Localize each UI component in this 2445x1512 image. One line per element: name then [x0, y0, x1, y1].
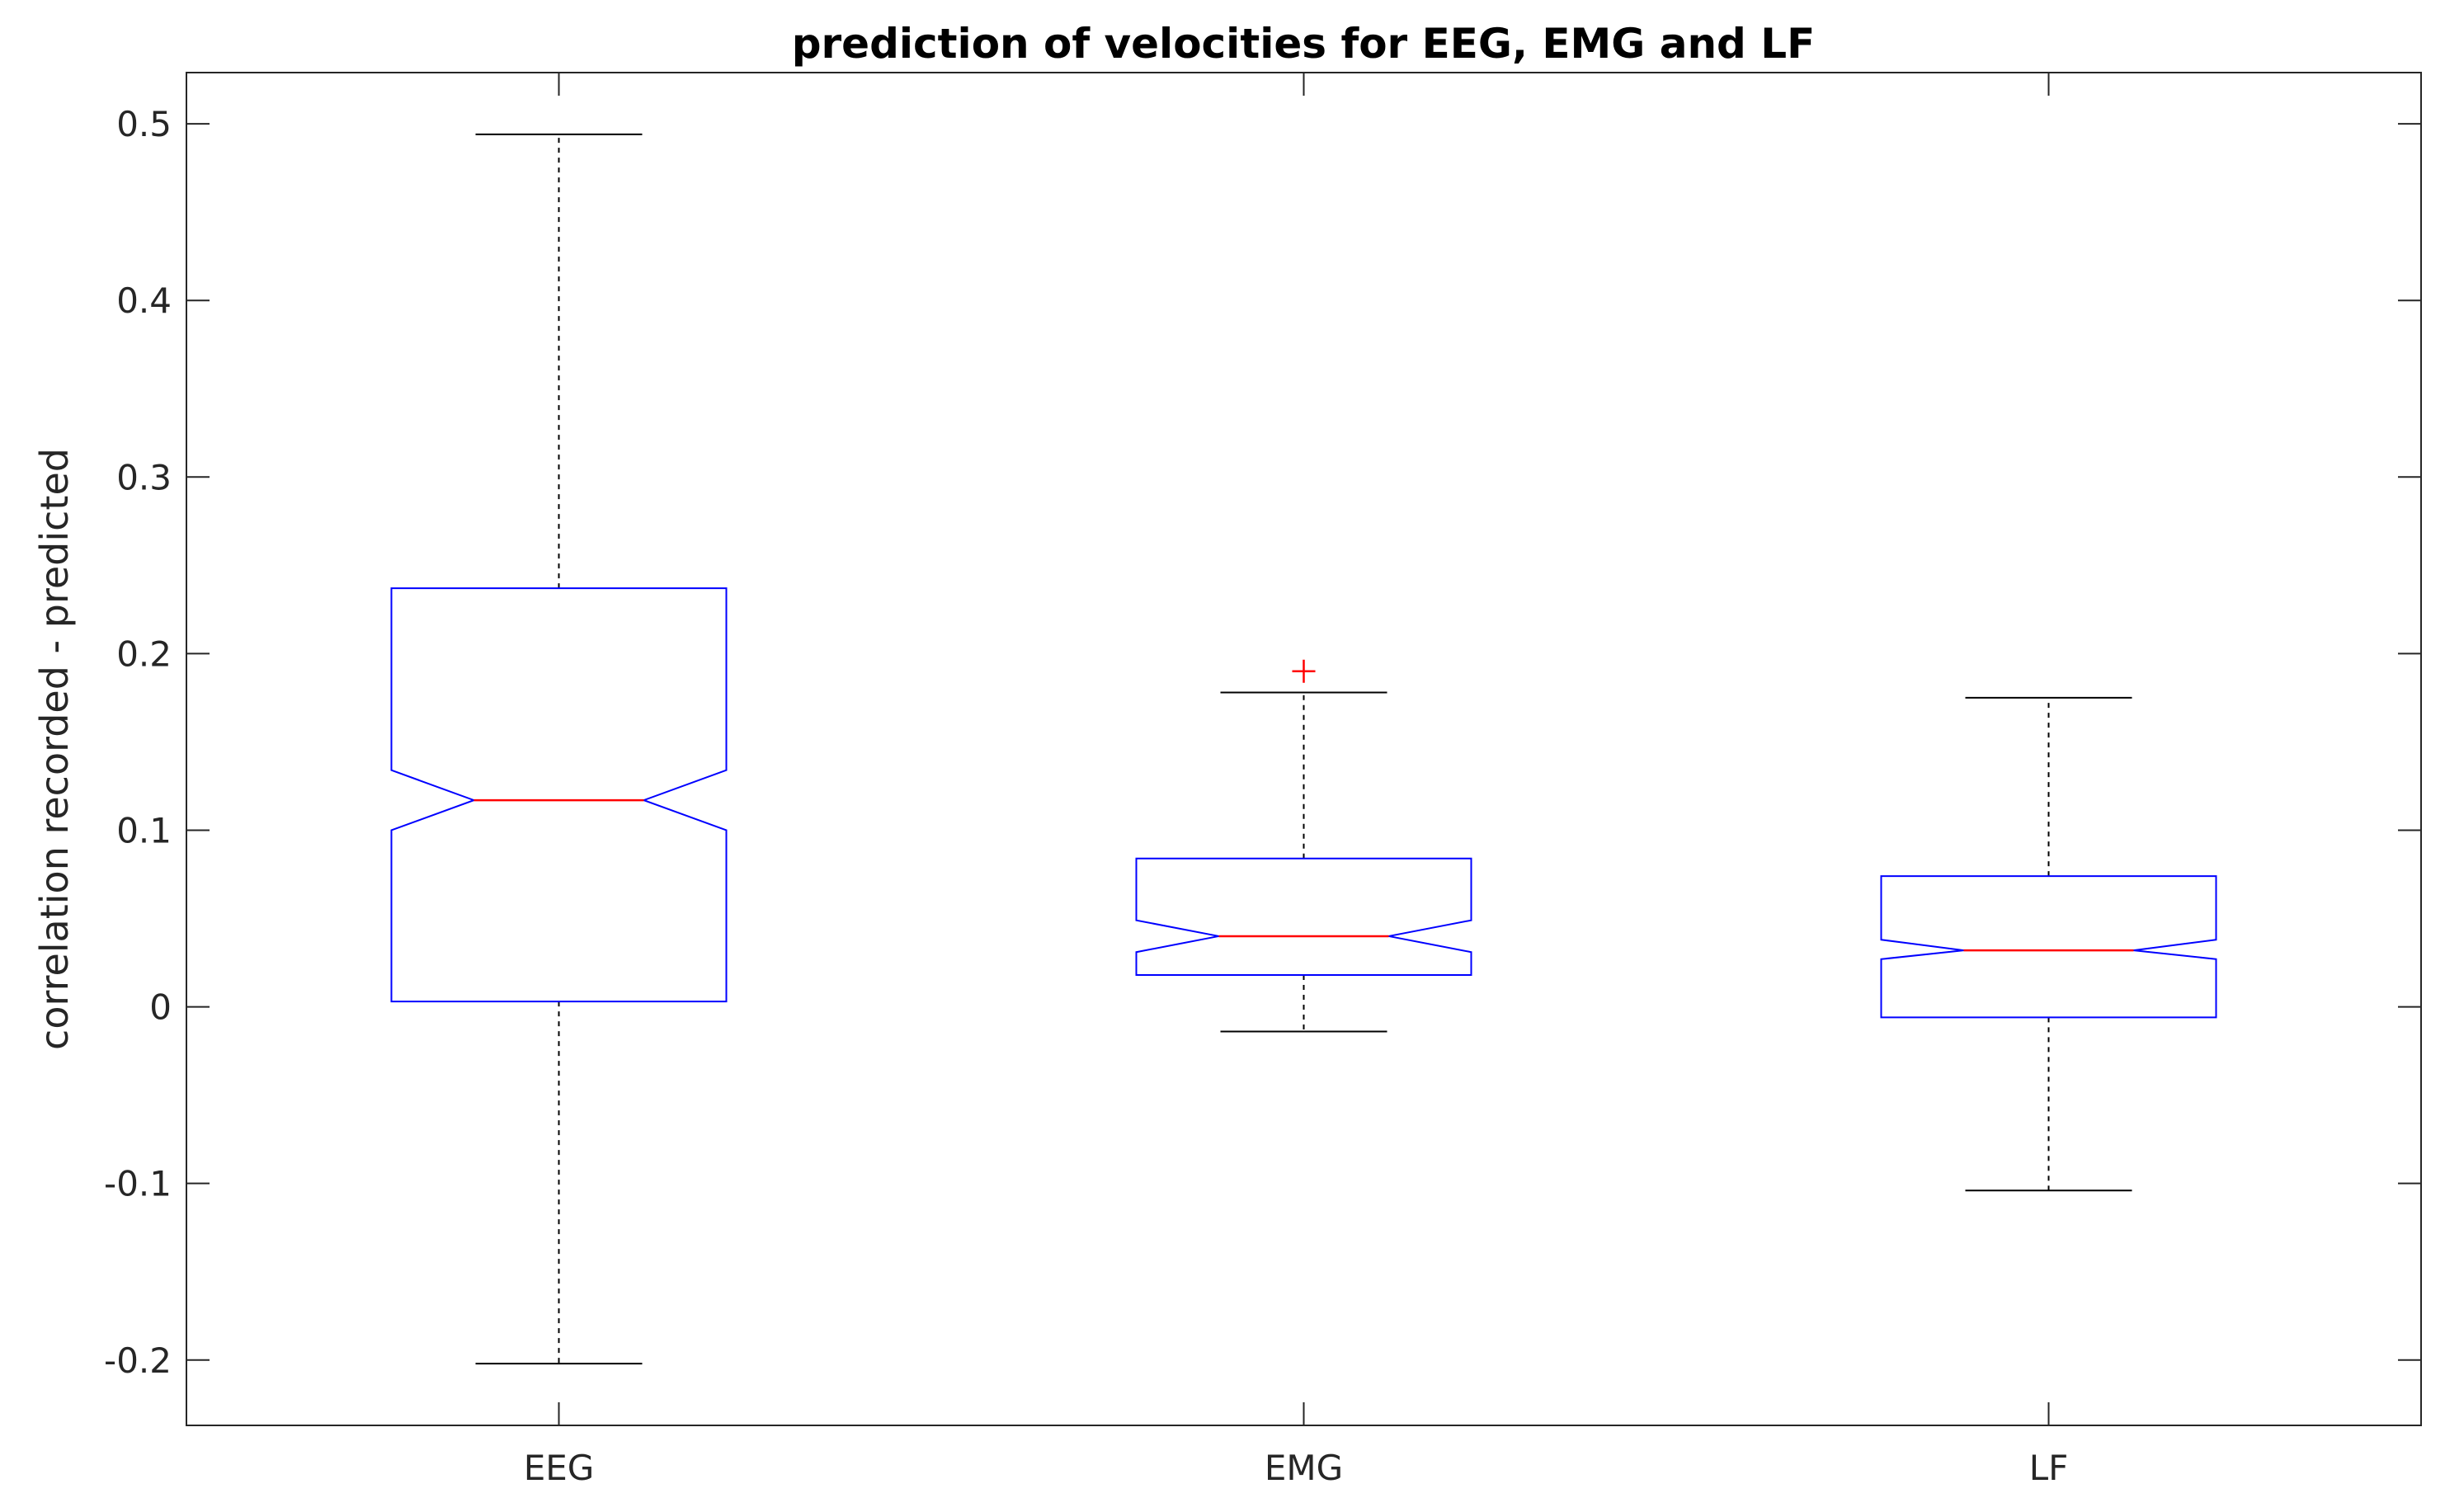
- x-tick-label: LF: [2029, 1448, 2069, 1488]
- x-tick-label: EEG: [524, 1448, 595, 1488]
- y-axis-label: correlation recorded - predicted: [32, 448, 77, 1050]
- y-tick-label: -0.2: [104, 1340, 172, 1381]
- chart-title: prediction of velocities for EEG, EMG an…: [792, 20, 1816, 68]
- y-tick-label: 0.1: [116, 810, 172, 850]
- y-tick-label: 0: [149, 987, 172, 1028]
- y-tick-label: -0.1: [104, 1164, 172, 1204]
- y-tick-label: 0.4: [116, 280, 172, 321]
- outlier-marker: [1292, 659, 1316, 683]
- box-eeg: [390, 587, 728, 1003]
- box-emg: [1135, 857, 1472, 977]
- y-tick-label: 0.5: [116, 104, 172, 144]
- box-lf: [1880, 875, 2217, 1019]
- x-tick-label: EMG: [1265, 1448, 1343, 1488]
- y-tick-label: 0.3: [116, 457, 172, 497]
- y-tick-label: 0.2: [116, 634, 172, 674]
